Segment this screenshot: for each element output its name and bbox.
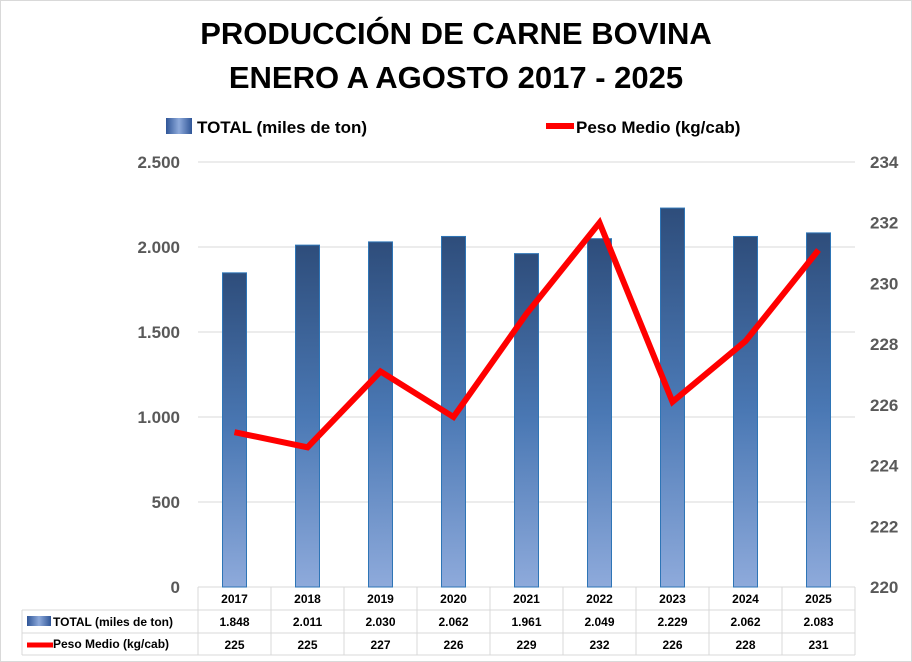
bar-2025	[806, 232, 831, 588]
legend-total: TOTAL (miles de ton)	[197, 118, 367, 137]
table-peso-value: 225	[224, 638, 244, 652]
table-total-value: 2.083	[803, 615, 833, 629]
bar-2018	[295, 244, 320, 588]
x-category-label: 2024	[732, 592, 759, 606]
bar-2022	[587, 238, 612, 588]
table-total-value: 1.961	[511, 615, 541, 629]
table-total-value: 2.229	[657, 615, 687, 629]
y-right-tick-label: 230	[870, 274, 898, 293]
x-category-label: 2025	[805, 592, 832, 606]
table-peso-value: 227	[370, 638, 390, 652]
y-left-tick-label: 500	[152, 493, 180, 512]
table-total-value: 2.062	[438, 615, 468, 629]
table-total-value: 2.049	[584, 615, 614, 629]
table-peso-value: 232	[589, 638, 609, 652]
y-right-tick-label: 234	[870, 153, 899, 172]
table-total-value: 1.848	[219, 615, 249, 629]
y-left-tick-label: 0	[171, 578, 180, 597]
chart-title-line-2: ENERO A AGOSTO 2017 - 2025	[229, 60, 683, 95]
table-row-label-peso: Peso Medio (kg/cab)	[53, 637, 169, 651]
y-left-tick-label: 2.000	[137, 238, 180, 257]
table-peso-value: 226	[662, 638, 682, 652]
x-category-label: 2017	[221, 592, 248, 606]
table-total-value: 2.011	[293, 615, 323, 629]
table-peso-value: 231	[808, 638, 828, 652]
table-bar-swatch	[27, 616, 51, 626]
table-peso-value: 226	[443, 638, 463, 652]
x-category-label: 2023	[659, 592, 686, 606]
legend-bar-swatch	[166, 118, 192, 134]
table-total-value: 2.062	[730, 615, 760, 629]
table-peso-value: 228	[735, 638, 755, 652]
bar-2019	[368, 241, 393, 588]
table-row-label-total: TOTAL (miles de ton)	[53, 615, 173, 629]
x-category-label: 2022	[586, 592, 613, 606]
y-right-tick-label: 226	[870, 396, 898, 415]
y-left-tick-label: 2.500	[137, 153, 180, 172]
y-left-tick-label: 1.500	[137, 323, 180, 342]
legend-peso: Peso Medio (kg/cab)	[576, 118, 740, 137]
chart-title-line-1: PRODUCCIÓN DE CARNE BOVINA	[200, 15, 712, 51]
table-total-value: 2.030	[365, 615, 395, 629]
y-right-tick-label: 232	[870, 214, 898, 233]
y-left-tick-label: 1.000	[137, 408, 180, 427]
table-peso-value: 225	[297, 638, 317, 652]
y-right-tick-label: 228	[870, 335, 898, 354]
bar-2017	[222, 272, 247, 588]
y-right-tick-label: 222	[870, 517, 898, 536]
table-peso-value: 229	[516, 638, 536, 652]
y-right-tick-label: 224	[870, 457, 899, 476]
x-category-label: 2019	[367, 592, 394, 606]
bar-2024	[733, 235, 758, 588]
x-category-label: 2021	[513, 592, 540, 606]
x-category-label: 2020	[440, 592, 467, 606]
y-right-tick-label: 220	[870, 578, 898, 597]
x-category-label: 2018	[294, 592, 321, 606]
